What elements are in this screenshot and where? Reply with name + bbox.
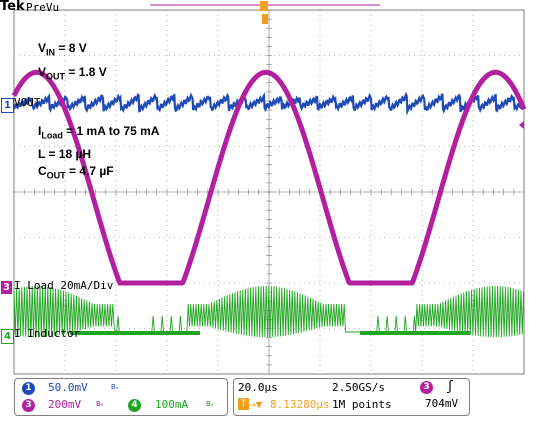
annotation-vout: VOUT = 1.8 V bbox=[38, 65, 107, 82]
sample-rate: 2.50GS/s bbox=[332, 381, 385, 394]
channel-scale-panel[interactable]: 1 50.0mV Bᵥ 3 200mV Bᵥ 4 100mA Bᵥ bbox=[14, 378, 228, 416]
channel-3-chip: 3 bbox=[22, 399, 35, 412]
channel-4-marker[interactable]: 4 bbox=[1, 329, 14, 344]
trigger-source-chip: 3 bbox=[420, 381, 433, 394]
ch1-bandwidth-icon: Bᵥ bbox=[111, 383, 119, 391]
channel-1-label: VOUT bbox=[14, 96, 41, 109]
annotation-iload: ILoad = 1 mA to 75 mA bbox=[38, 124, 160, 141]
annotation-vin: VIN = 8 V bbox=[38, 41, 87, 58]
trigger-position-icon bbox=[260, 1, 268, 11]
record-length: 1M points bbox=[332, 398, 392, 411]
series-vout-trace bbox=[12, 91, 524, 116]
annotation-cout: COUT = 4.7 µF bbox=[38, 164, 114, 181]
annotation-inductance: L = 18 µH bbox=[38, 147, 92, 161]
trigger-slope-icon: ʃ bbox=[446, 379, 454, 394]
channel-3-marker[interactable]: 3 bbox=[1, 281, 12, 294]
channel-4-chip: 4 bbox=[128, 399, 141, 412]
trigger-position: 8.13280µs bbox=[270, 398, 330, 411]
ch4-bandwidth-icon: Bᵥ bbox=[206, 400, 214, 408]
series-iload-trace bbox=[11, 69, 527, 286]
trigger-arrow: →▼ bbox=[249, 398, 263, 411]
ch3-bandwidth-icon: Bᵥ bbox=[96, 400, 104, 408]
trigger-position-icon: T bbox=[238, 398, 249, 410]
trigger-marker-icon bbox=[262, 14, 268, 24]
trigger-level: 704mV bbox=[425, 397, 459, 410]
channel-1-marker[interactable]: 1 bbox=[1, 98, 14, 113]
channel-3-label: I Load 20mA/Div bbox=[14, 279, 114, 292]
timebase: 20.0µs bbox=[238, 381, 278, 394]
channel-4-label: I Inductor bbox=[14, 327, 81, 340]
mode-label: PreVu bbox=[26, 1, 60, 14]
trigger-level-icon bbox=[519, 121, 524, 129]
ch4-scale: 100mA bbox=[155, 398, 189, 411]
series-iinductor-trace bbox=[13, 285, 525, 338]
channel-1-chip: 1 bbox=[22, 382, 35, 395]
brand-label: Tek bbox=[0, 0, 25, 14]
ch3-scale: 200mV bbox=[48, 398, 82, 411]
ch1-scale: 50.0mV bbox=[48, 381, 88, 394]
timebase-panel[interactable]: 20.0µs 2.50GS/s T →▼ 8.13280µs 1M points bbox=[233, 378, 470, 416]
